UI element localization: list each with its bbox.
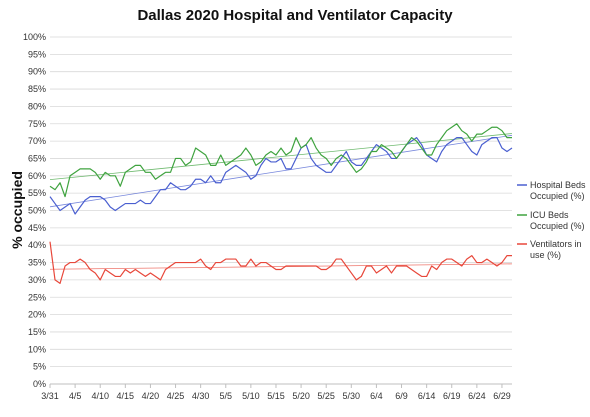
x-tick-label: 4/20: [142, 391, 160, 401]
x-tick-label: 6/9: [395, 391, 408, 401]
gridlines: [50, 36, 512, 385]
x-tick-label: 4/10: [91, 391, 109, 401]
y-tick-label: 20%: [28, 310, 46, 320]
y-tick-label: 70%: [28, 136, 46, 146]
x-tick-label: 3/31: [41, 391, 59, 401]
y-tick-label: 75%: [28, 119, 46, 129]
x-tick-label: 4/30: [192, 391, 210, 401]
x-tick-label: 5/30: [343, 391, 361, 401]
x-tick-label: 4/25: [167, 391, 185, 401]
series-line-1: [49, 123, 512, 198]
y-tick-label: 95%: [28, 49, 46, 59]
legend-entry-1: ICU Beds Occupied (%): [530, 210, 585, 231]
y-tick-label: 100%: [23, 32, 46, 42]
y-tick-label: 25%: [28, 292, 46, 302]
y-tick-label: 85%: [28, 84, 46, 94]
y-tick-label: 80%: [28, 101, 46, 111]
series-line-0: [49, 137, 513, 215]
y-tick-label: 40%: [28, 240, 46, 250]
x-tick-label: 6/4: [370, 391, 383, 401]
y-tick-label: 0%: [33, 379, 46, 389]
y-tick-label: 10%: [28, 344, 46, 354]
series-line-2: [49, 241, 512, 284]
x-tick-label: 4/5: [69, 391, 82, 401]
y-tick-label: 5%: [33, 362, 46, 372]
y-tick-label: 15%: [28, 327, 46, 337]
y-axis-label: % occupied: [9, 171, 25, 249]
x-tick-label: 6/24: [468, 391, 486, 401]
legend: Hospital Beds Occupied (%) ICU Beds Occupie…: [517, 180, 586, 260]
x-tick-label: 5/15: [267, 391, 285, 401]
legend-entry-0: Hospital Beds Occupied (%): [530, 180, 586, 201]
x-tick-label: 5/5: [220, 391, 233, 401]
series-lines: [49, 123, 513, 284]
x-tick-label: 4/15: [117, 391, 135, 401]
y-tick-label: 50%: [28, 206, 46, 216]
trendline-1: [49, 133, 513, 181]
x-tick-label: 6/14: [418, 391, 436, 401]
trendline-2: [49, 263, 513, 270]
y-tick-label: 45%: [28, 223, 46, 233]
x-tick-label: 5/20: [292, 391, 310, 401]
axes: 0% 5% 10% 15% 20% 25% 30% 35% 40% 45% 50% 55% 60% 65%…: [23, 32, 512, 401]
y-tick-label: 60%: [28, 171, 46, 181]
trendlines: [49, 133, 513, 270]
x-tick-label: 5/25: [317, 391, 335, 401]
y-tick-label: 35%: [28, 258, 46, 268]
legend-entry-2: Ventilators in use (%): [530, 239, 582, 260]
x-tick-label: 5/10: [242, 391, 260, 401]
trendline-0: [49, 134, 513, 208]
chart-title: Dallas 2020 Hospital and Ventilator Capa…: [137, 7, 453, 24]
x-tick-label: 6/19: [443, 391, 461, 401]
y-tick-label: 55%: [28, 188, 46, 198]
x-tick-label: 6/29: [493, 391, 511, 401]
y-tick-label: 90%: [28, 67, 46, 77]
y-tick-label: 30%: [28, 275, 46, 285]
y-tick-label: 65%: [28, 153, 46, 163]
